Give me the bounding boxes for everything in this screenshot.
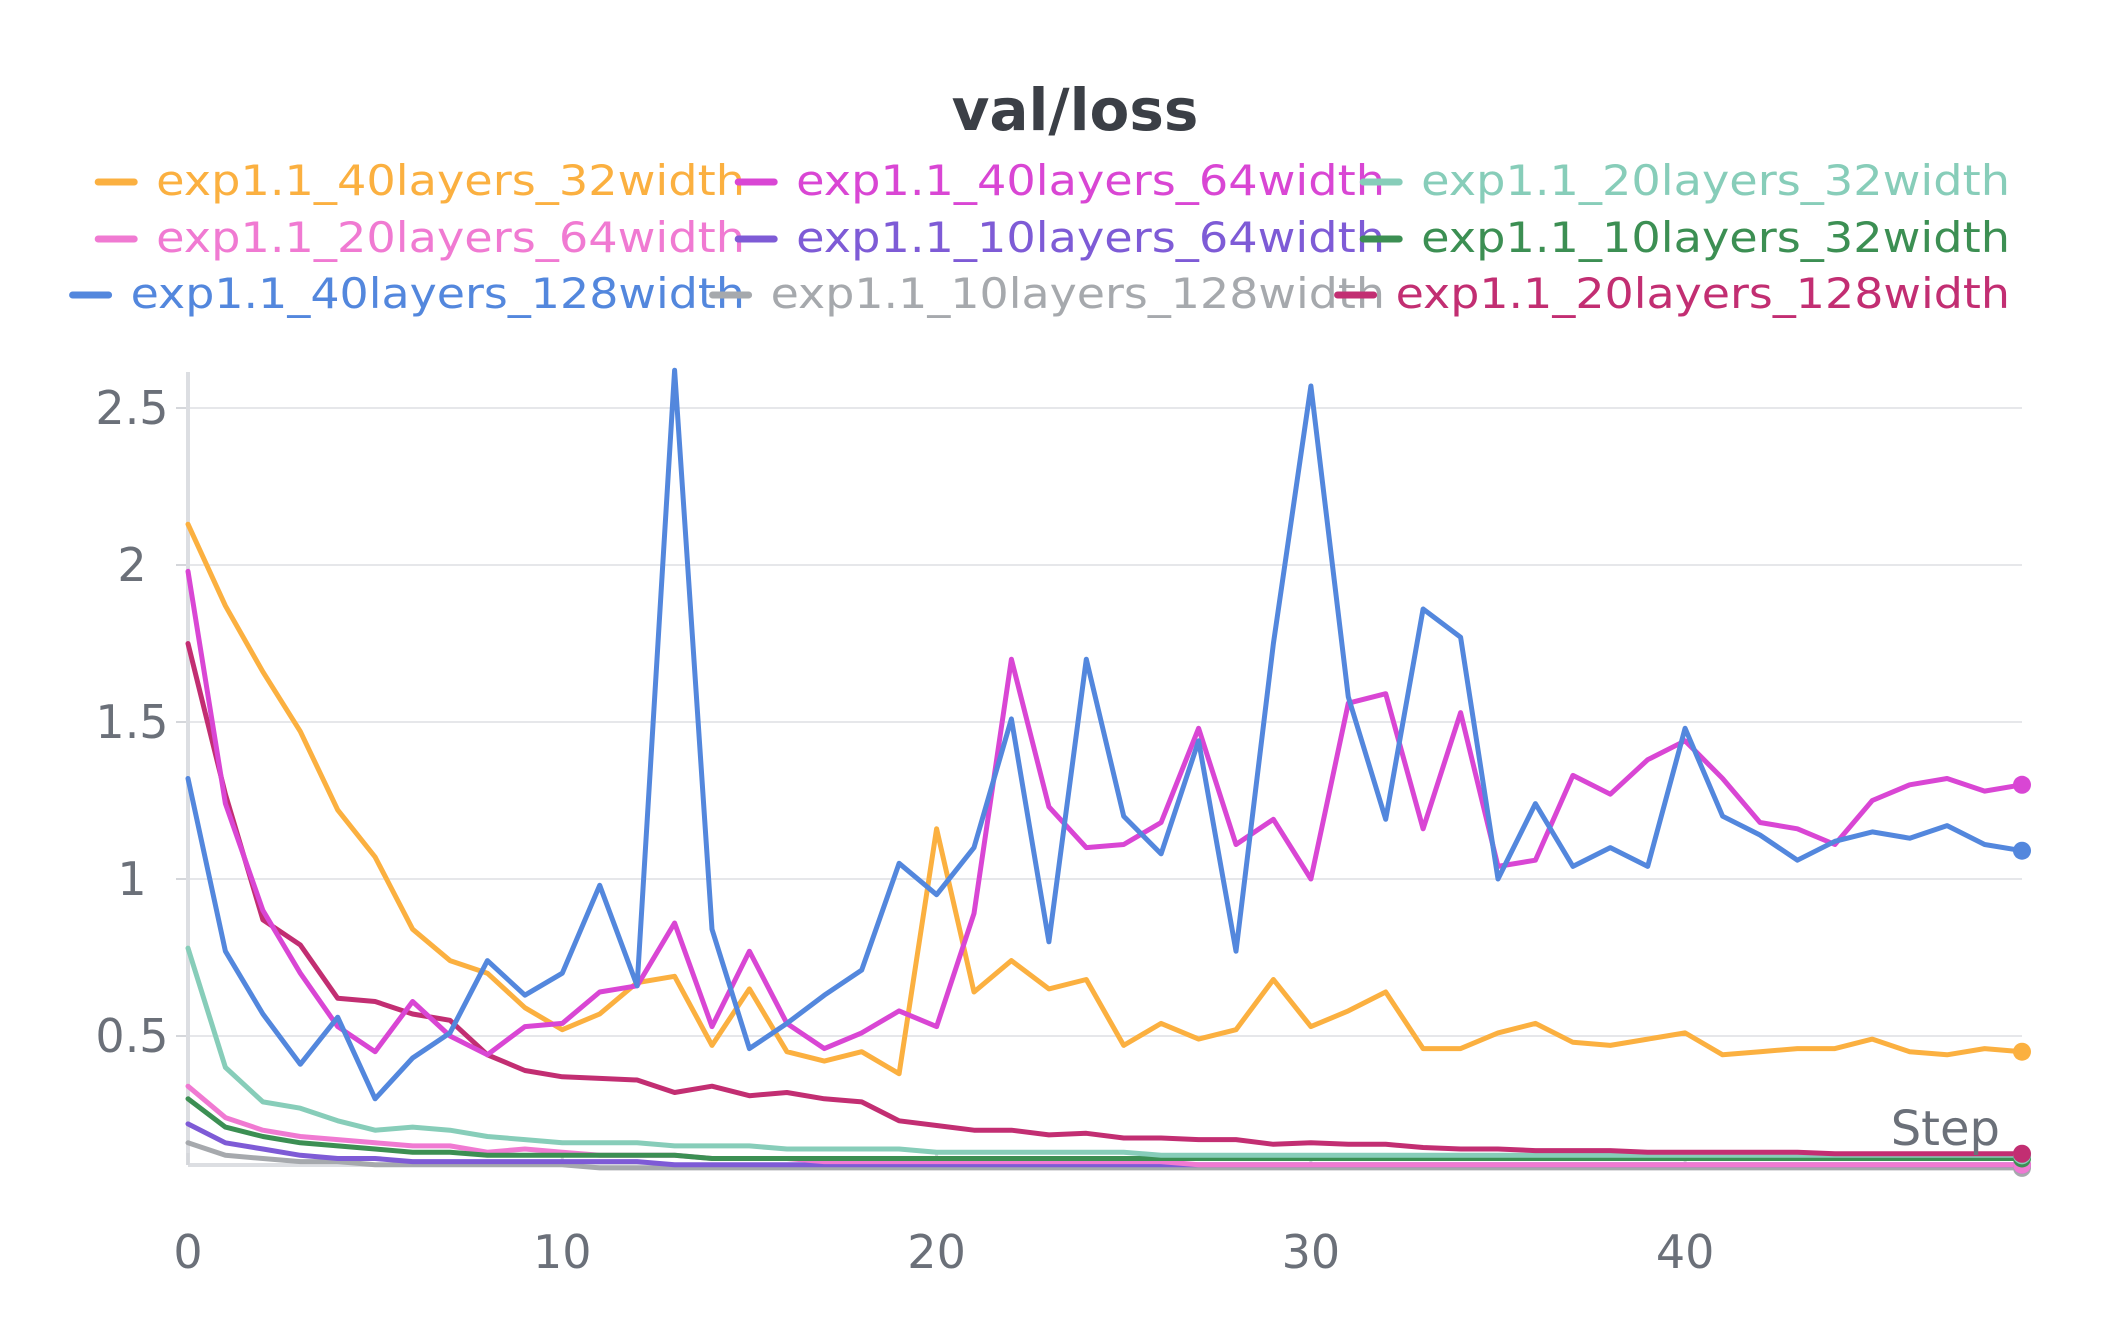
legend: exp1.1_40layers_32width exp1.1_40layers_6…: [69, 156, 2010, 318]
grid-lines: [188, 407, 2022, 1037]
series-end-point: [2013, 841, 2031, 860]
series-end-point: [2013, 1042, 2031, 1061]
x-tick-label: 10: [533, 1225, 592, 1279]
x-tick-label: 0: [173, 1225, 202, 1279]
legend-entry-label[interactable]: exp1.1_10layers_128width: [771, 269, 1385, 318]
chart-title: val/loss: [952, 76, 1199, 144]
series-line-exp1.1_40layers_32width: [185, 521, 2025, 1077]
legend-entry-label[interactable]: exp1.1_20layers_32width: [1421, 156, 2010, 205]
y-tick-label: 2.5: [95, 381, 168, 435]
legend-entry-label[interactable]: exp1.1_40layers_32width: [156, 156, 745, 205]
series-line-exp1.1_40layers_128width: [185, 367, 2025, 1102]
series-layer: [185, 367, 2031, 1177]
series-line-exp1.1_20layers_128width: [185, 641, 2025, 1157]
series-line-exp1.1_10layers_32width: [185, 1096, 2025, 1161]
y-tick-label: 0.5: [95, 1009, 168, 1063]
y-tick-label: 1: [117, 852, 146, 906]
y-tick-label: 1.5: [95, 695, 168, 749]
x-tick-label: 30: [1282, 1225, 1341, 1279]
x-tick-label: 20: [907, 1225, 966, 1279]
series-end-point: [2013, 775, 2031, 794]
series-line-exp1.1_40layers_64width: [185, 568, 2025, 1058]
legend-entry-label[interactable]: exp1.1_20layers_128width: [1396, 269, 2010, 318]
axes: 0.5 1 1.5 2 2.5 0 10 20 30 40: [95, 372, 2022, 1279]
series-line-exp1.1_20layers_32width: [185, 945, 2025, 1158]
legend-entry-label[interactable]: exp1.1_40layers_128width: [131, 269, 745, 318]
legend-entry-label[interactable]: exp1.1_20layers_64width: [156, 213, 745, 262]
series-line-exp1.1_20layers_64width: [185, 1083, 2025, 1168]
x-axis-label: Step: [1891, 1101, 2000, 1157]
y-tick-label: 2: [117, 538, 146, 592]
series-line-exp1.1_10layers_128width: [185, 1140, 2025, 1171]
series-end-point: [2013, 1144, 2031, 1163]
legend-entry-label[interactable]: exp1.1_10layers_64width: [796, 213, 1385, 262]
legend-entry-label[interactable]: exp1.1_40layers_64width: [796, 156, 1385, 205]
x-tick-label: 40: [1656, 1225, 1715, 1279]
legend-entry-label[interactable]: exp1.1_10layers_32width: [1421, 213, 2010, 262]
